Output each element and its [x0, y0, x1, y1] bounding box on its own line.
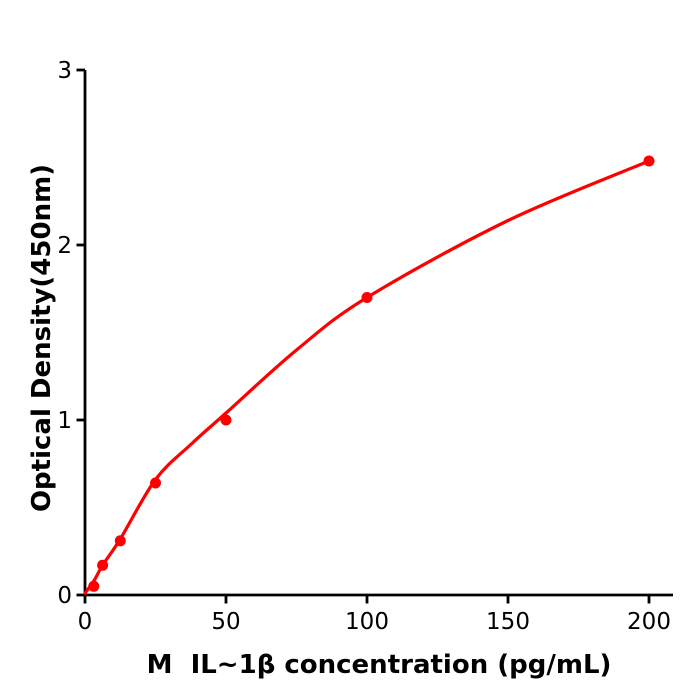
- x-tick-label: 50: [211, 609, 240, 635]
- data-point: [361, 292, 373, 303]
- y-tick-label: 1: [57, 408, 72, 434]
- x-tick-label: 100: [345, 609, 389, 635]
- y-tick-label: 2: [57, 233, 72, 259]
- data-point: [150, 477, 161, 489]
- x-axis-label: M IL~1β concentration (pg/mL): [146, 650, 612, 680]
- fitted-curve-line: [83, 159, 651, 595]
- data-point: [97, 559, 109, 571]
- data-point: [643, 155, 655, 167]
- x-tick-label: 200: [627, 609, 671, 635]
- x-tick-label: 0: [78, 609, 93, 635]
- data-point: [220, 414, 232, 426]
- x-tick-label: 150: [486, 609, 530, 635]
- data-point: [114, 535, 126, 547]
- data-point: [88, 580, 100, 592]
- y-tick-label: 0: [57, 583, 72, 609]
- y-tick-label: 3: [57, 58, 72, 84]
- y-axis-label: Optical Density(450nm): [27, 163, 57, 513]
